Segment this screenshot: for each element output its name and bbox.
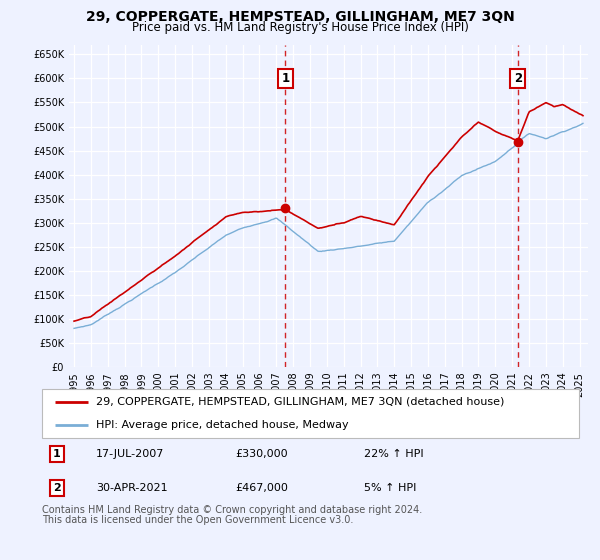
Text: 29, COPPERGATE, HEMPSTEAD, GILLINGHAM, ME7 3QN: 29, COPPERGATE, HEMPSTEAD, GILLINGHAM, M… [86, 10, 514, 24]
Text: Price paid vs. HM Land Registry's House Price Index (HPI): Price paid vs. HM Land Registry's House … [131, 21, 469, 34]
Text: 5% ↑ HPI: 5% ↑ HPI [364, 483, 416, 493]
Text: HPI: Average price, detached house, Medway: HPI: Average price, detached house, Medw… [96, 419, 349, 430]
Text: 1: 1 [53, 449, 61, 459]
Text: 2: 2 [514, 72, 522, 85]
Text: £467,000: £467,000 [235, 483, 288, 493]
Text: 1: 1 [281, 72, 289, 85]
Text: This data is licensed under the Open Government Licence v3.0.: This data is licensed under the Open Gov… [42, 515, 353, 525]
Text: 30-APR-2021: 30-APR-2021 [96, 483, 167, 493]
Text: 2: 2 [53, 483, 61, 493]
Text: 29, COPPERGATE, HEMPSTEAD, GILLINGHAM, ME7 3QN (detached house): 29, COPPERGATE, HEMPSTEAD, GILLINGHAM, M… [96, 397, 504, 407]
Text: £330,000: £330,000 [235, 449, 288, 459]
Text: 17-JUL-2007: 17-JUL-2007 [96, 449, 164, 459]
Text: 22% ↑ HPI: 22% ↑ HPI [364, 449, 424, 459]
FancyBboxPatch shape [42, 389, 579, 438]
Text: Contains HM Land Registry data © Crown copyright and database right 2024.: Contains HM Land Registry data © Crown c… [42, 505, 422, 515]
